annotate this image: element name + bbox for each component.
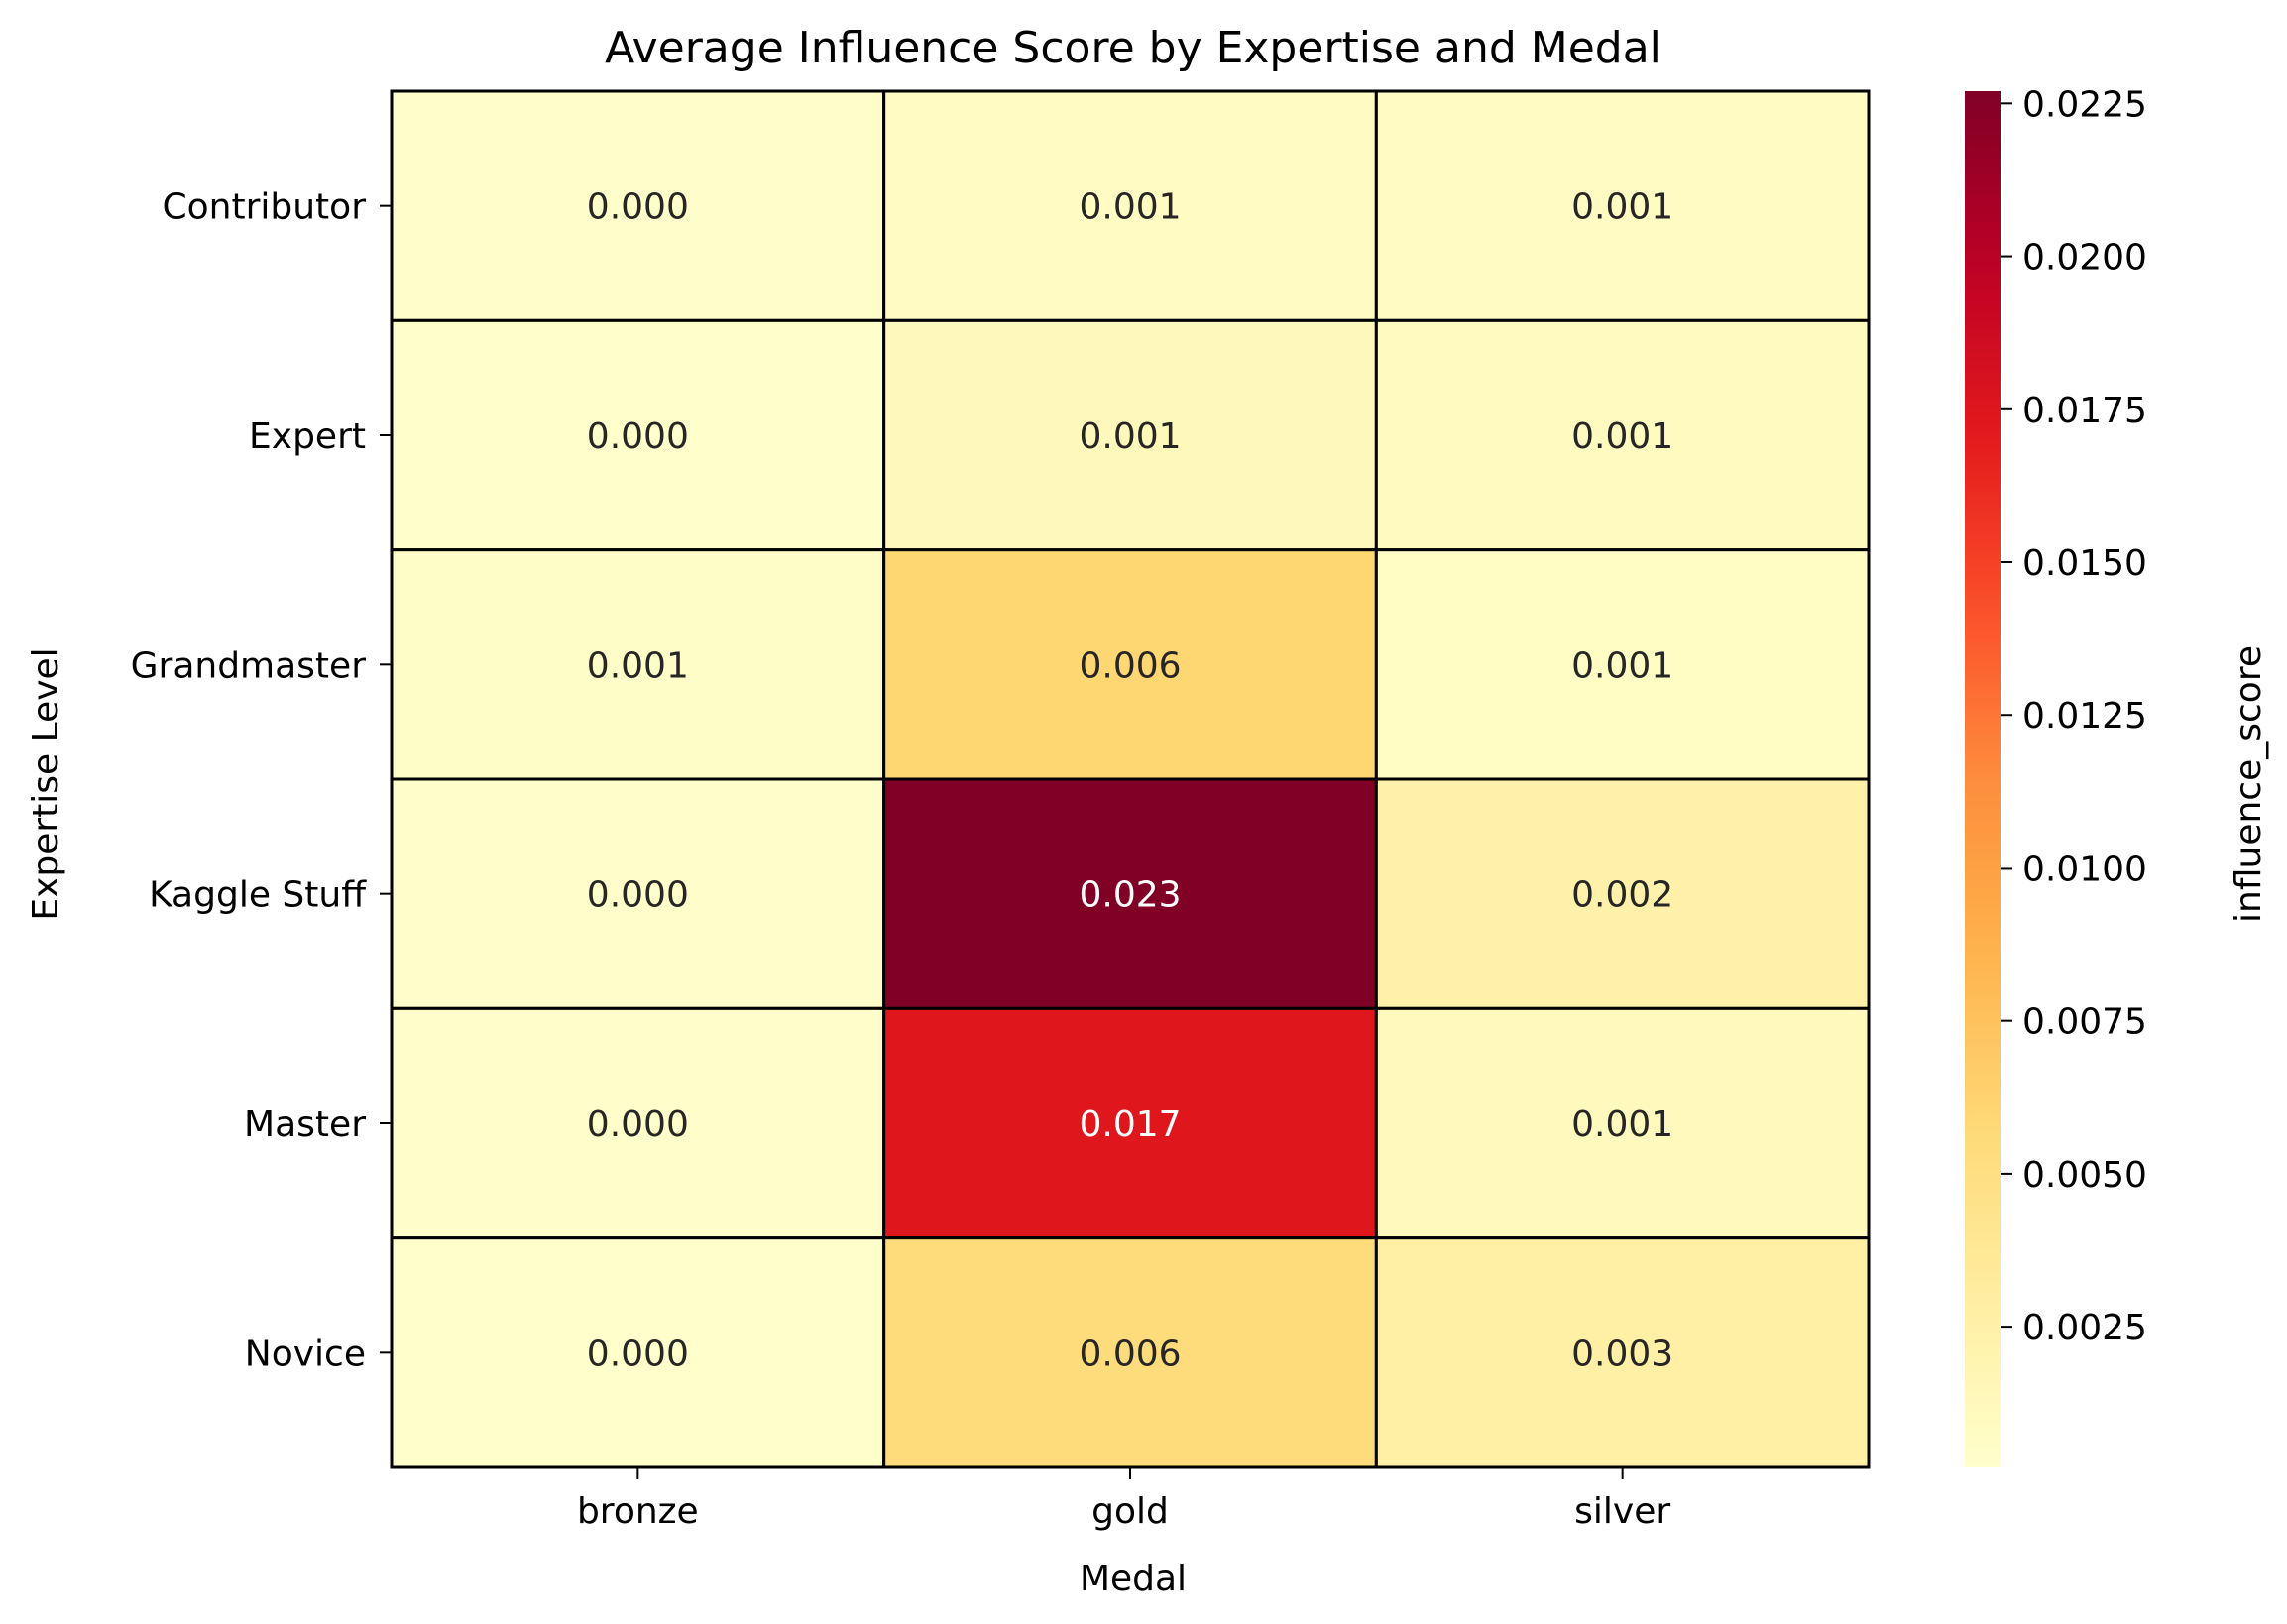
x-tick-label: silver (1574, 1491, 1670, 1532)
colorbar-tick-label: 0.0100 (2022, 849, 2147, 889)
heatmap-cell (390, 777, 886, 1010)
colorbar-tick-label: 0.0200 (2022, 238, 2147, 279)
y-tick-label: Kaggle Stuff (149, 875, 367, 916)
cell-value-label: 0.001 (1079, 187, 1181, 228)
y-tick-label: Contributor (162, 187, 366, 228)
cell-value-label: 0.001 (1571, 416, 1673, 457)
y-tick-label: Novice (245, 1334, 366, 1374)
cell-value-label: 0.001 (1571, 187, 1673, 228)
x-axis: bronze gold silver (577, 1467, 1670, 1532)
colorbar: 0.0025 0.0050 0.0075 0.0100 0.0125 0.0150 0.01… (1965, 84, 2147, 1467)
colorbar-tick-label: 0.0025 (2022, 1308, 2147, 1348)
cell-value-label: 0.000 (587, 1104, 689, 1145)
heatmap-cell (1374, 89, 1871, 322)
heatmap-cell (1374, 318, 1871, 552)
cell-value-label: 0.000 (587, 1334, 689, 1374)
heatmap-cell (882, 1236, 1378, 1469)
y-tick-label: Master (244, 1104, 366, 1145)
cell-value-label: 0.001 (1571, 645, 1673, 686)
y-axis: Contributor Expert Grandmaster Kaggle Stuff… (131, 187, 392, 1374)
cell-value-label: 0.002 (1571, 875, 1673, 916)
heatmap-cell (882, 548, 1378, 781)
cell-value-label: 0.003 (1571, 1334, 1673, 1374)
y-tick-label: Expert (249, 416, 366, 457)
x-tick-label: bronze (577, 1491, 699, 1532)
heatmap-cell (390, 1006, 886, 1240)
cell-value-label: 0.006 (1079, 1334, 1181, 1374)
x-axis-label: Medal (1080, 1559, 1187, 1599)
cell-value-label: 0.017 (1079, 1104, 1181, 1145)
cell-value-label: 0.000 (587, 875, 689, 916)
colorbar-gradient (1965, 91, 2001, 1467)
cell-value-label: 0.000 (587, 187, 689, 228)
y-tick-label: Grandmaster (131, 645, 367, 686)
heatmap-cell (882, 89, 1378, 322)
heatmap-cell (1374, 1236, 1871, 1469)
colorbar-tick-label: 0.0075 (2022, 1002, 2147, 1043)
heatmap-cells: 0.000 0.001 0.001 0.000 0.001 0.001 0.001 0.006… (390, 89, 1871, 1469)
x-tick-label: gold (1091, 1491, 1169, 1532)
cell-value-label: 0.001 (1571, 1104, 1673, 1145)
heatmap-cell (390, 89, 886, 322)
heatmap-cell (1374, 1006, 1871, 1240)
cell-value-label: 0.001 (1079, 416, 1181, 457)
cell-value-label: 0.023 (1079, 875, 1181, 916)
chart-title: Average Influence Score by Expertise and… (605, 23, 1661, 73)
colorbar-tick-label: 0.0050 (2022, 1155, 2147, 1196)
colorbar-tick-label: 0.0225 (2022, 84, 2147, 125)
colorbar-tick-label: 0.0175 (2022, 391, 2147, 431)
heatmap-cell (882, 1006, 1378, 1240)
y-axis-label: Expertise Level (26, 647, 66, 920)
heatmap-cell (882, 318, 1378, 552)
cell-value-label: 0.001 (587, 645, 689, 686)
heatmap-cell (1374, 777, 1871, 1010)
cell-value-label: 0.006 (1079, 645, 1181, 686)
cell-value-label: 0.000 (587, 416, 689, 457)
colorbar-label: influence_score (2229, 645, 2269, 923)
heatmap-cell (390, 318, 886, 552)
colorbar-tick-label: 0.0125 (2022, 696, 2147, 737)
colorbar-tick-label: 0.0150 (2022, 543, 2147, 584)
